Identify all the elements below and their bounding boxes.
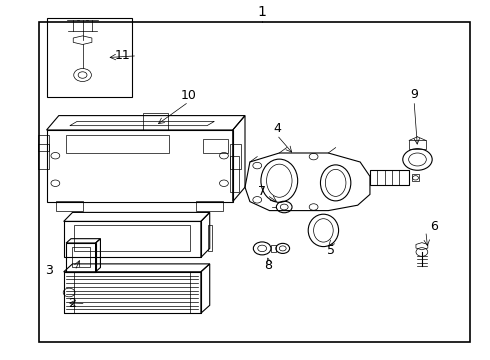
Bar [203,139,228,153]
Bar [39,22,470,342]
Bar [66,135,169,153]
Bar [47,18,132,97]
Text: 9: 9 [410,88,418,101]
Bar [412,174,419,181]
Text: 2: 2 [68,297,76,310]
Text: 6: 6 [430,220,438,233]
Text: 4: 4 [273,122,281,135]
Bar [271,245,276,252]
Bar [38,135,49,151]
Text: 7: 7 [258,185,266,198]
Bar [208,225,212,251]
Text: 3: 3 [45,264,53,277]
Bar [56,201,83,211]
Text: 11: 11 [115,49,131,62]
Bar [190,272,201,313]
Bar [230,156,239,192]
Bar [64,272,201,313]
Text: 1: 1 [258,5,267,18]
Bar [74,225,190,251]
Bar [196,201,223,211]
Bar [38,144,49,170]
Bar [66,243,96,272]
Text: 8: 8 [265,259,272,272]
Bar [47,130,233,202]
Text: 5: 5 [327,244,335,257]
Bar [409,140,426,149]
Bar [230,144,241,170]
Bar [64,221,201,257]
Bar [370,170,409,185]
Text: 10: 10 [181,89,196,102]
Bar [72,247,90,267]
Bar [144,113,168,130]
Bar [64,272,74,313]
